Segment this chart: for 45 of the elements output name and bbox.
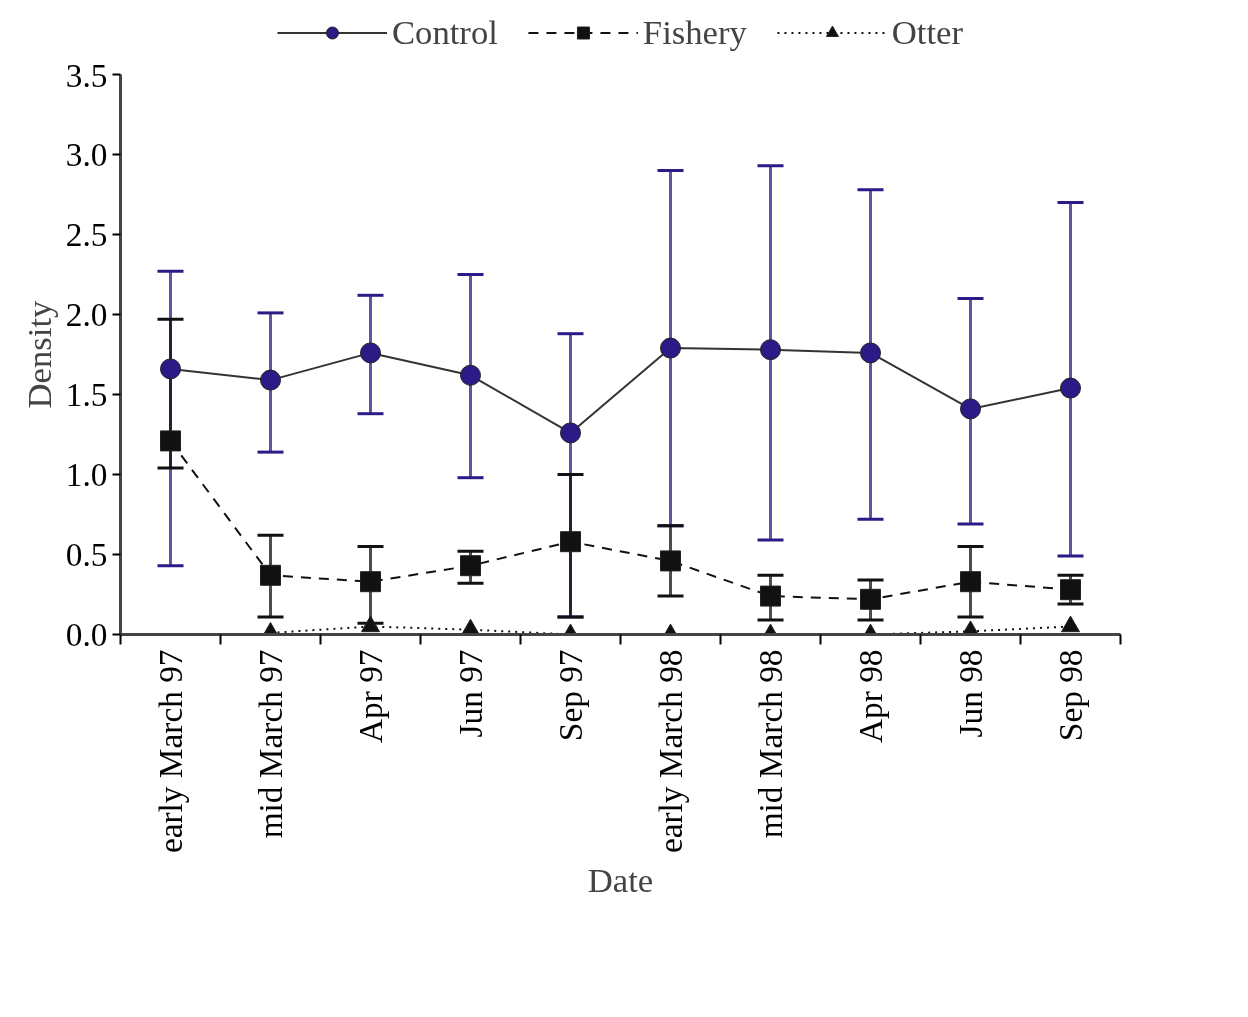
point <box>361 615 380 633</box>
y-tick-label: 0.0 <box>65 615 108 653</box>
point <box>460 364 481 386</box>
point <box>160 430 181 452</box>
x-tick-label: early March 97 <box>152 649 189 854</box>
point <box>860 588 881 610</box>
x-tick-label: Sep 97 <box>552 649 589 742</box>
y-tick-label: 2.5 <box>65 215 108 253</box>
y-tick-label: 1.5 <box>65 375 108 413</box>
point <box>760 585 781 607</box>
point <box>360 342 381 364</box>
point <box>560 422 581 444</box>
point <box>860 342 881 364</box>
point <box>660 550 681 572</box>
point <box>760 339 781 361</box>
x-axis-title: Date <box>587 861 654 900</box>
y-tick-label: 2.0 <box>65 295 108 333</box>
point <box>1061 615 1080 633</box>
x-tick-label: Jun 97 <box>452 649 489 738</box>
point <box>660 337 681 359</box>
x-tick-label: early March 98 <box>652 649 689 854</box>
x-tick-label: mid March 97 <box>252 649 289 839</box>
y-tick-label: 3.5 <box>65 56 108 94</box>
point <box>460 555 481 577</box>
legend-label: Control <box>391 12 498 52</box>
point <box>360 571 381 593</box>
point <box>160 358 181 380</box>
point <box>960 398 981 420</box>
point <box>960 571 981 593</box>
x-tick-label: Apr 97 <box>352 649 389 743</box>
y-tick-label: 1.0 <box>65 455 108 493</box>
x-tick-label: mid March 98 <box>752 649 789 839</box>
point <box>260 369 281 391</box>
x-tick-label: Apr 98 <box>852 649 889 743</box>
point <box>260 564 281 586</box>
legend-label: Otter <box>891 12 964 52</box>
x-tick-label: Sep 98 <box>1052 649 1089 742</box>
y-axis-title: Density <box>19 299 58 409</box>
point <box>1060 377 1081 399</box>
y-tick-label: 3.0 <box>65 135 108 173</box>
point <box>560 531 581 553</box>
x-tick-label: Jun 98 <box>952 649 989 738</box>
y-tick-label: 0.5 <box>65 535 108 573</box>
legend-label: Fishery <box>642 12 747 52</box>
point <box>1060 579 1081 601</box>
